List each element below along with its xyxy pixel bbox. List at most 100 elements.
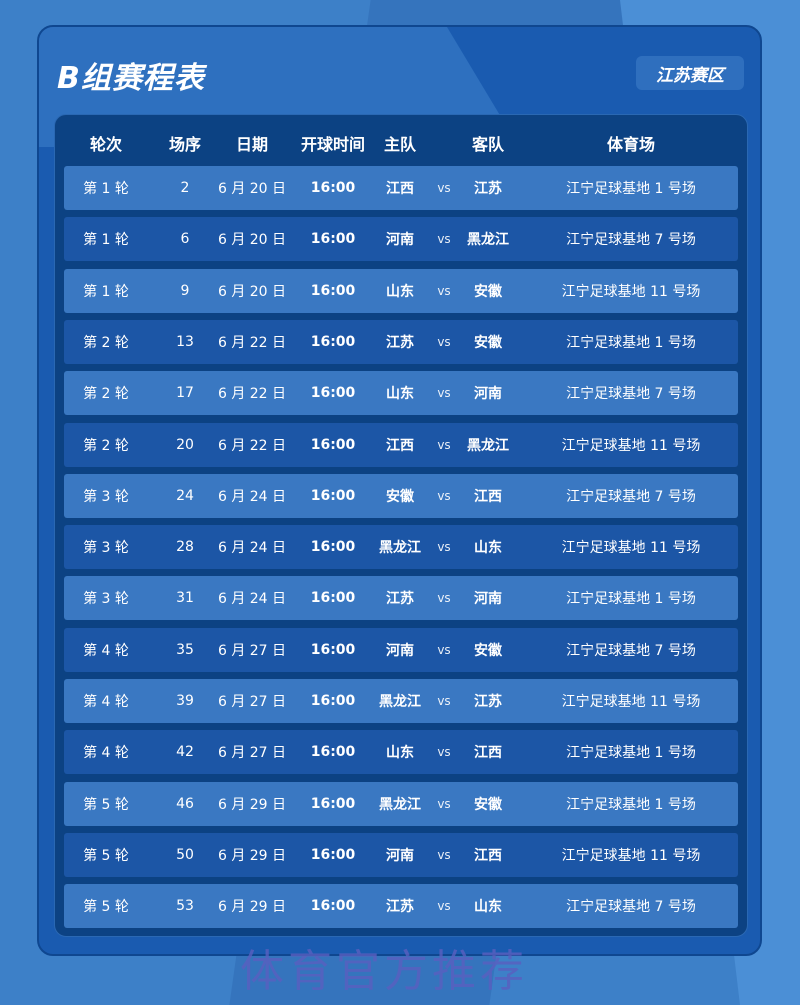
cell-round: 第 4 轮 xyxy=(83,745,129,762)
cell-date: 6 月 29 日 xyxy=(217,847,287,864)
cell-date: 6 月 22 日 xyxy=(217,386,287,403)
cell-time: 16:00 xyxy=(310,436,356,453)
cell-away: 河南 xyxy=(474,386,502,403)
cell-time: 16:00 xyxy=(310,744,356,761)
table-row: 第 4 轮 35 6 月 27 日 16:00 河南 vs 安徽 江宁足球基地 7 号场 xyxy=(64,627,738,672)
cell-date: 6 月 27 日 xyxy=(217,642,287,659)
cell-vs: vs xyxy=(437,488,451,503)
cell-away: 黑龙江 xyxy=(467,437,509,454)
cell-seq: 6 xyxy=(180,231,190,248)
cell-time: 16:00 xyxy=(310,539,356,556)
cell-venue: 江宁足球基地 11 号场 xyxy=(561,694,701,710)
cell-time: 16:00 xyxy=(310,333,356,350)
table-row: 第 2 轮 17 6 月 22 日 16:00 山东 vs 河南 江宁足球基地 7 号场 xyxy=(64,371,738,416)
table-row: 第 1 轮 2 6 月 20 日 16:00 江西 vs 江苏 江宁足球基地 1 号场 xyxy=(64,166,738,210)
region-badge: 江苏赛区 xyxy=(636,56,744,90)
cell-vs: vs xyxy=(437,796,451,811)
cell-round: 第 1 轮 xyxy=(83,283,129,300)
watermark: 体育官方推荐 xyxy=(240,946,528,997)
table-row: 第 3 轮 24 6 月 24 日 16:00 安徽 vs 江西 江宁足球基地 7 号场 xyxy=(64,473,738,518)
cell-time: 16:00 xyxy=(310,385,356,402)
cell-vs: vs xyxy=(437,847,451,862)
cell-seq: 24 xyxy=(176,487,194,504)
table-row: 第 4 轮 39 6 月 27 日 16:00 黑龙江 vs 江苏 江宁足球基地 11 号场 xyxy=(64,679,738,723)
cell-home: 安徽 xyxy=(386,488,414,505)
cell-round: 第 3 轮 xyxy=(83,488,129,505)
cell-away: 江西 xyxy=(474,745,502,762)
cell-date: 6 月 22 日 xyxy=(217,334,287,351)
cell-venue: 江宁足球基地 1 号场 xyxy=(566,745,696,762)
header-date: 日期 xyxy=(235,135,269,154)
cell-vs: vs xyxy=(437,745,451,760)
cell-home: 河南 xyxy=(386,232,414,249)
cell-vs: vs xyxy=(437,283,451,298)
cell-round: 第 5 轮 xyxy=(83,847,129,864)
cell-vs: vs xyxy=(437,642,451,657)
cell-date: 6 月 20 日 xyxy=(217,232,287,249)
cell-time: 16:00 xyxy=(310,641,356,658)
cell-date: 6 月 20 日 xyxy=(217,283,287,300)
cell-home: 山东 xyxy=(386,386,414,403)
cell-time: 16:00 xyxy=(310,795,356,812)
cell-vs: vs xyxy=(437,334,451,349)
cell-away: 江苏 xyxy=(474,181,502,197)
cell-seq: 28 xyxy=(176,539,194,556)
cell-date: 6 月 20 日 xyxy=(217,181,287,197)
cell-seq: 20 xyxy=(176,436,194,453)
cell-seq: 13 xyxy=(176,333,194,350)
cell-venue: 江宁足球基地 7 号场 xyxy=(566,899,696,916)
cell-venue: 江宁足球基地 7 号场 xyxy=(566,232,696,249)
table-row: 第 4 轮 42 6 月 27 日 16:00 山东 vs 江西 江宁足球基地 1 号场 xyxy=(64,730,738,775)
header-round: 轮次 xyxy=(89,135,123,154)
cell-home: 黑龙江 xyxy=(379,540,421,557)
cell-seq: 2 xyxy=(180,180,190,196)
table-row: 第 3 轮 28 6 月 24 日 16:00 黑龙江 vs 山东 江宁足球基地 11 号场 xyxy=(64,525,738,570)
header-seq: 场序 xyxy=(168,135,202,154)
cell-round: 第 3 轮 xyxy=(83,591,129,608)
cell-date: 6 月 24 日 xyxy=(217,540,287,557)
cell-vs: vs xyxy=(437,591,451,606)
cell-home: 河南 xyxy=(386,847,414,864)
cell-home: 黑龙江 xyxy=(379,694,421,710)
cell-home: 河南 xyxy=(386,642,414,659)
cell-away: 江西 xyxy=(474,488,502,505)
cell-seq: 17 xyxy=(176,385,194,402)
cell-away: 黑龙江 xyxy=(467,232,509,249)
cell-round: 第 1 轮 xyxy=(83,232,129,249)
cell-seq: 9 xyxy=(180,282,190,299)
table-row: 第 2 轮 20 6 月 22 日 16:00 江西 vs 黑龙江 江宁足球基地 11 号场 xyxy=(64,422,738,467)
cell-seq: 39 xyxy=(176,693,194,709)
cell-home: 江西 xyxy=(386,181,414,197)
cell-away: 安徽 xyxy=(474,283,502,300)
cell-venue: 江宁足球基地 11 号场 xyxy=(561,540,701,557)
table-row: 第 3 轮 31 6 月 24 日 16:00 江苏 vs 河南 江宁足球基地 1 号场 xyxy=(64,576,738,621)
cell-time: 16:00 xyxy=(310,693,356,709)
cell-round: 第 1 轮 xyxy=(83,181,129,197)
cell-vs: vs xyxy=(437,437,451,452)
cell-vs: vs xyxy=(437,232,451,247)
cell-round: 第 4 轮 xyxy=(83,694,129,710)
cell-home: 江苏 xyxy=(386,591,414,608)
cell-time: 16:00 xyxy=(310,590,356,607)
table-header: 轮次 场序 日期 开球时间 主队 客队 体育场 xyxy=(64,123,738,163)
cell-seq: 42 xyxy=(176,744,194,761)
cell-away: 山东 xyxy=(474,899,502,916)
cell-date: 6 月 24 日 xyxy=(217,591,287,608)
cell-vs: vs xyxy=(437,694,451,708)
cell-away: 安徽 xyxy=(474,642,502,659)
table-row: 第 5 轮 53 6 月 29 日 16:00 江苏 vs 山东 江宁足球基地 7 号场 xyxy=(64,884,738,929)
page-title: B组赛程表 xyxy=(57,61,205,96)
header-home: 主队 xyxy=(383,135,417,154)
cell-home: 山东 xyxy=(386,745,414,762)
cell-home: 江苏 xyxy=(386,334,414,351)
cell-away: 安徽 xyxy=(474,334,502,351)
cell-vs: vs xyxy=(437,899,451,914)
cell-date: 6 月 29 日 xyxy=(217,796,287,813)
cell-time: 16:00 xyxy=(310,898,356,915)
header-away: 客队 xyxy=(471,135,505,154)
cell-date: 6 月 27 日 xyxy=(217,745,287,762)
cell-away: 江苏 xyxy=(474,694,502,710)
table-row: 第 5 轮 50 6 月 29 日 16:00 河南 vs 江西 江宁足球基地 11 号场 xyxy=(64,832,738,877)
table-row: 第 1 轮 6 6 月 20 日 16:00 河南 vs 黑龙江 江宁足球基地 7 号场 xyxy=(64,217,738,262)
cell-seq: 46 xyxy=(176,795,194,812)
